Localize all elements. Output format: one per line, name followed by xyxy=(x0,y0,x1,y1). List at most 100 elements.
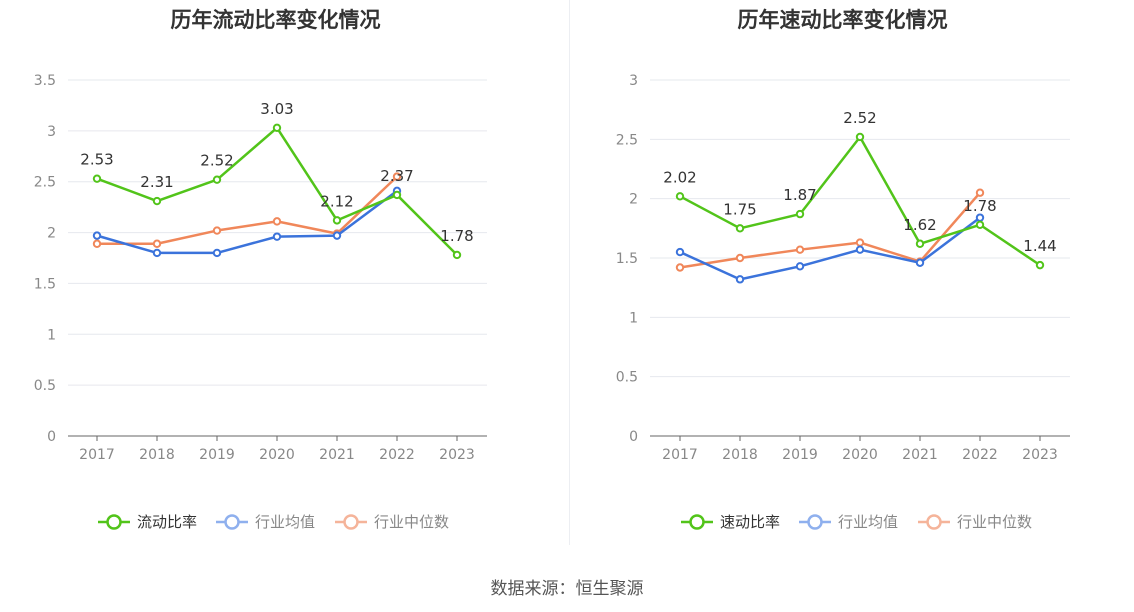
y-tick-label: 2.5 xyxy=(616,132,638,148)
y-tick-label: 0.5 xyxy=(34,378,56,394)
data-point xyxy=(272,232,282,241)
data-point xyxy=(1035,260,1045,270)
data-point xyxy=(915,258,925,267)
data-point xyxy=(735,253,745,263)
data-point xyxy=(92,231,102,240)
series-line-2 xyxy=(97,175,398,246)
x-tick-label: 2018 xyxy=(722,447,758,463)
y-tick-label: 1 xyxy=(47,327,56,343)
data-point xyxy=(675,192,685,201)
data-point xyxy=(212,248,222,258)
legend-label: 流动比率 xyxy=(137,513,197,531)
data-label: 2.31 xyxy=(140,173,173,191)
y-tick-label: 3 xyxy=(629,73,638,89)
x-tick-label: 2021 xyxy=(902,447,938,463)
data-label: 2.53 xyxy=(80,151,113,169)
data-point xyxy=(735,275,745,284)
data-label: 2.37 xyxy=(380,167,413,185)
legend-swatch-marker xyxy=(224,514,240,530)
data-point xyxy=(975,188,985,197)
quick-ratio-chart: 0 0.5 1 1.5 2 2.5 3 2017 2018 2019 2020 2021 2022 202… xyxy=(616,73,1070,531)
data-point xyxy=(272,123,282,133)
data-point xyxy=(392,172,402,181)
x-tick-label: 2022 xyxy=(962,447,998,463)
y-tick-label: 1.5 xyxy=(34,276,56,292)
chart-title: 历年流动比率变化情况 xyxy=(170,8,381,32)
legend-label: 行业中位数 xyxy=(374,513,449,531)
data-point xyxy=(735,224,745,233)
legend-swatch-marker xyxy=(689,514,705,530)
data-point xyxy=(272,217,282,226)
legend-swatch-marker xyxy=(926,514,942,530)
data-label: 1.78 xyxy=(963,197,996,215)
data-label: 2.02 xyxy=(663,168,696,186)
x-tick-label: 2018 xyxy=(139,447,175,463)
y-tick-label: 3.5 xyxy=(34,73,56,89)
y-tick-label: 0 xyxy=(629,429,638,445)
data-point xyxy=(795,262,805,271)
data-point xyxy=(855,238,865,247)
current-ratio-panel: 历年流动比率变化情况 0 0.5 1 1.5 2 2.5 3 3.5 2017 2018 2019 2… xyxy=(0,0,567,560)
data-point xyxy=(152,239,162,248)
y-tick-label: 0.5 xyxy=(616,370,638,386)
x-tick-label: 2023 xyxy=(439,447,475,463)
legend-label: 行业均值 xyxy=(838,513,898,531)
data-label: 1.62 xyxy=(903,216,936,234)
data-point xyxy=(855,132,865,142)
data-label: 2.12 xyxy=(320,192,353,210)
y-tick-label: 0 xyxy=(47,429,56,445)
data-label: 1.87 xyxy=(783,186,816,204)
series-line-1 xyxy=(96,189,398,255)
data-point xyxy=(675,263,685,272)
data-point xyxy=(332,216,342,225)
data-point xyxy=(152,196,162,206)
y-tick-label: 2.5 xyxy=(34,175,56,191)
y-tick-label: 1.5 xyxy=(616,251,638,267)
data-point xyxy=(212,226,222,235)
legend-swatch-marker xyxy=(807,514,823,530)
legend-label: 行业中位数 xyxy=(957,513,1032,531)
data-label: 2.52 xyxy=(843,109,876,127)
data-point xyxy=(452,250,462,260)
data-point xyxy=(152,248,162,258)
panel-divider xyxy=(569,0,570,545)
data-point xyxy=(392,190,402,200)
x-tick-label: 2023 xyxy=(1022,447,1058,463)
data-label: 2.52 xyxy=(200,152,233,170)
x-tick-label: 2021 xyxy=(319,447,355,463)
legend-swatch-marker xyxy=(106,514,122,530)
y-tick-label: 2 xyxy=(629,192,638,208)
data-point xyxy=(795,209,805,219)
data-label: 1.44 xyxy=(1023,237,1056,255)
data-point xyxy=(92,174,102,183)
data-point xyxy=(92,239,102,248)
y-tick-label: 3 xyxy=(47,124,56,140)
data-point xyxy=(212,175,222,184)
data-point xyxy=(795,245,805,254)
x-tick-label: 2019 xyxy=(782,447,818,463)
quick-ratio-panel: 历年速动比率变化情况 0 0.5 1 1.5 2 2.5 3 2017 2018 2019 2020… xyxy=(567,0,1134,560)
x-tick-label: 2019 xyxy=(199,447,235,463)
y-tick-label: 2 xyxy=(47,226,56,242)
legend-label: 速动比率 xyxy=(720,513,780,531)
legend-swatch-marker xyxy=(343,514,359,530)
data-label: 3.03 xyxy=(260,100,293,118)
x-tick-label: 2020 xyxy=(259,447,295,463)
data-point xyxy=(975,213,985,222)
x-tick-label: 2022 xyxy=(379,447,415,463)
data-label: 1.78 xyxy=(440,227,473,245)
series-line-2 xyxy=(679,191,981,269)
legend-label: 行业均值 xyxy=(255,513,315,531)
chart-title: 历年速动比率变化情况 xyxy=(737,8,948,32)
data-label: 1.75 xyxy=(723,200,756,218)
x-tick-label: 2017 xyxy=(662,447,698,463)
y-tick-label: 1 xyxy=(629,310,638,326)
data-point xyxy=(915,239,925,248)
x-tick-label: 2017 xyxy=(79,447,115,463)
data-point xyxy=(675,247,685,257)
data-point xyxy=(332,231,342,240)
x-tick-label: 2020 xyxy=(842,447,878,463)
data-point xyxy=(975,220,985,229)
data-point xyxy=(855,245,865,254)
